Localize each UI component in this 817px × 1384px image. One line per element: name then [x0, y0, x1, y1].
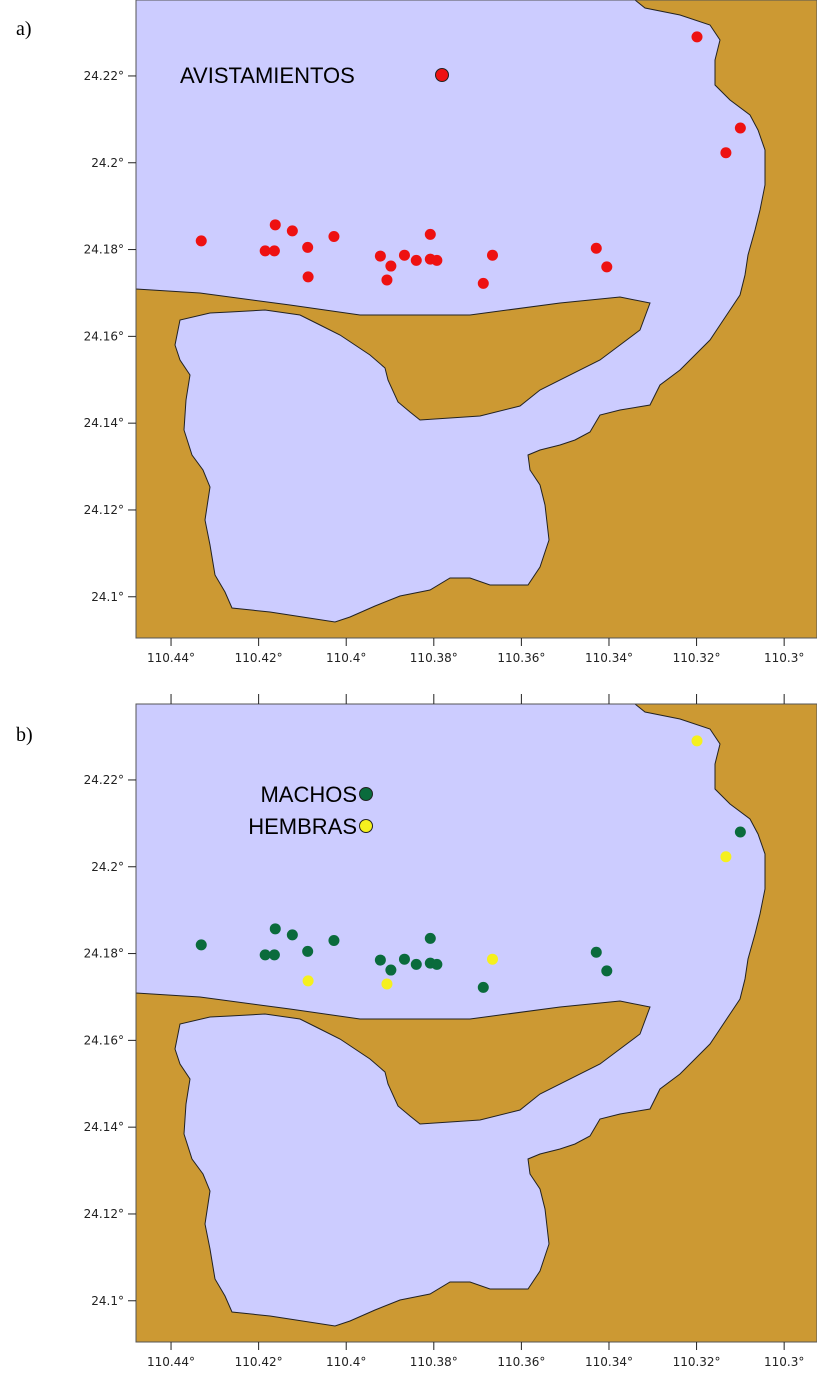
- sighting-point: [328, 231, 340, 243]
- x-tick-label: 110.34°: [585, 651, 633, 665]
- x-tick-label: 110.42°: [235, 1355, 283, 1369]
- sighting-point: [385, 260, 397, 272]
- sighting-point: [691, 735, 703, 747]
- sighting-point: [302, 975, 314, 987]
- y-tick-label: 24.14°: [84, 416, 124, 430]
- x-tick-label: 110.44°: [147, 651, 195, 665]
- land-area: [135, 703, 817, 1343]
- y-tick-label: 24.2°: [91, 860, 124, 874]
- y-tick-label: 24.14°: [84, 1120, 124, 1134]
- sighting-point: [601, 261, 613, 273]
- sighting-point: [734, 122, 746, 134]
- panel-b-label: b): [16, 724, 33, 746]
- y-tick-label: 24.18°: [84, 947, 124, 961]
- x-tick-label: 110.36°: [497, 1355, 545, 1369]
- legend-group: AVISTAMIENTOS: [180, 63, 449, 88]
- sighting-point: [410, 254, 422, 266]
- x-tick-label: 110.3°: [764, 1355, 804, 1369]
- ticks-group: 110.44° 110.42° 110.4° 110.38° 110.36° 110.34…: [84, 694, 804, 1369]
- legend-dot: [359, 819, 373, 833]
- sighting-point: [269, 219, 281, 231]
- sighting-point: [302, 271, 314, 283]
- y-tick-label: 24.2°: [91, 156, 124, 170]
- sighting-point: [259, 245, 271, 257]
- legend-label: AVISTAMIENTOS: [180, 63, 355, 88]
- sighting-point: [734, 826, 746, 838]
- sighting-point: [302, 241, 314, 253]
- x-tick-label: 110.4°: [326, 1355, 366, 1369]
- x-tick-label: 110.32°: [673, 1355, 721, 1369]
- land-area: [135, 0, 817, 639]
- x-tick-label: 110.32°: [673, 651, 721, 665]
- y-tick-label: 24.1°: [91, 1294, 124, 1308]
- legend-dot: [435, 68, 449, 82]
- sighting-point: [477, 277, 489, 289]
- sighting-point: [286, 929, 298, 941]
- sighting-point: [590, 242, 602, 254]
- sighting-point: [398, 953, 410, 965]
- sighting-point: [590, 946, 602, 958]
- x-tick-label: 110.44°: [147, 1355, 195, 1369]
- sighting-point: [385, 964, 397, 976]
- sighting-point: [381, 274, 393, 286]
- map-panel-a: 110.44° 110.42° 110.4° 110.38° 110.36° 110.34…: [84, 0, 817, 665]
- legend-label: HEMBRAS: [248, 814, 357, 839]
- sighting-point: [268, 245, 280, 257]
- x-tick-label: 110.38°: [410, 651, 458, 665]
- sighting-point: [286, 225, 298, 237]
- ticks-group: 110.44° 110.42° 110.4° 110.38° 110.36° 110.34…: [84, 69, 805, 665]
- map-frame: [135, 703, 817, 1343]
- legend-label: MACHOS: [260, 782, 357, 807]
- sighting-point: [328, 935, 340, 947]
- x-tick-label: 110.38°: [410, 1355, 458, 1369]
- y-tick-label: 24.12°: [84, 1207, 124, 1221]
- sighting-point: [195, 235, 207, 247]
- sighting-point: [691, 31, 703, 43]
- y-tick-label: 24.16°: [84, 1033, 124, 1047]
- sighting-point: [398, 249, 410, 261]
- map-panel-b: 110.44° 110.42° 110.4° 110.38° 110.36° 110.34…: [84, 694, 817, 1369]
- y-tick-label: 24.16°: [84, 329, 124, 343]
- sighting-point: [431, 254, 443, 266]
- y-tick-label: 24.22°: [84, 773, 124, 787]
- sighting-point: [431, 958, 443, 970]
- sighting-point: [601, 965, 613, 977]
- y-tick-label: 24.12°: [84, 503, 124, 517]
- sighting-point: [410, 958, 422, 970]
- y-tick-label: 24.18°: [84, 243, 124, 257]
- legend-group: MACHOS HEMBRAS: [248, 782, 373, 839]
- legend-dot: [359, 787, 373, 801]
- y-tick-label: 24.22°: [84, 69, 124, 83]
- sighting-point: [268, 949, 280, 961]
- x-tick-label: 110.4°: [326, 651, 366, 665]
- sighting-point: [259, 949, 271, 961]
- sighting-point: [381, 978, 393, 990]
- sighting-point: [486, 953, 498, 965]
- sighting-point: [195, 939, 207, 951]
- sighting-point: [486, 249, 498, 261]
- sighting-point: [720, 147, 732, 159]
- map-frame: [135, 0, 817, 639]
- sighting-point: [302, 945, 314, 957]
- sighting-point: [269, 923, 281, 935]
- x-tick-label: 110.34°: [585, 1355, 633, 1369]
- sighting-point: [374, 250, 386, 262]
- x-tick-label: 110.42°: [235, 651, 283, 665]
- y-tick-label: 24.1°: [91, 590, 124, 604]
- sighting-point: [424, 228, 436, 240]
- sighting-point: [477, 981, 489, 993]
- sighting-point: [720, 851, 732, 863]
- sighting-point: [374, 954, 386, 966]
- x-tick-label: 110.36°: [497, 651, 545, 665]
- x-tick-label: 110.3°: [764, 651, 804, 665]
- panel-a-label: a): [16, 18, 32, 40]
- sighting-point: [424, 932, 436, 944]
